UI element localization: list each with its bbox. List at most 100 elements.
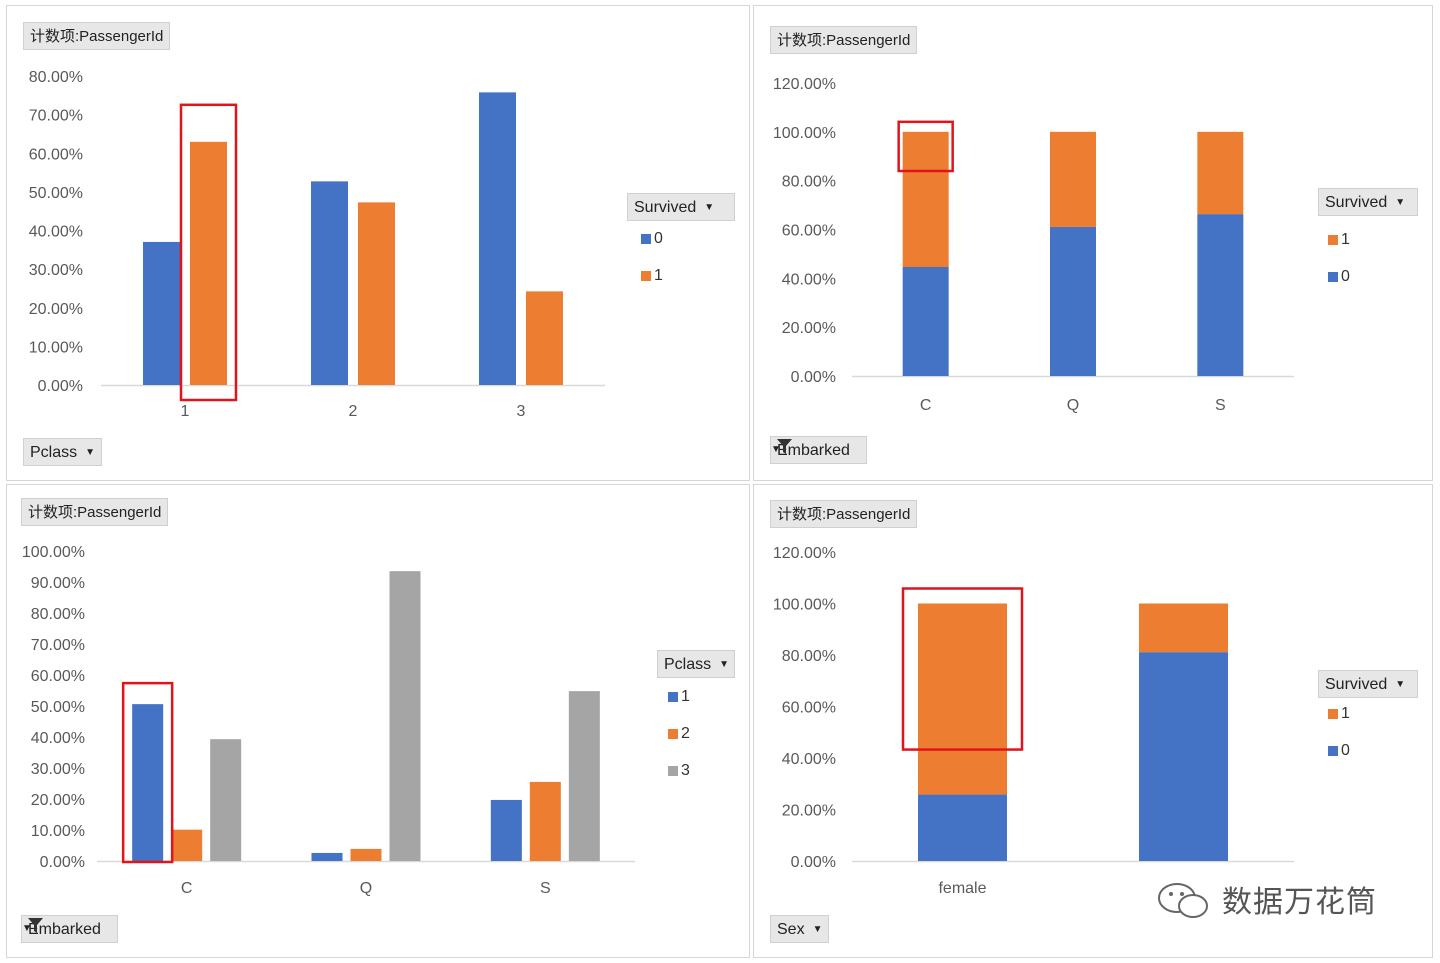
value-field-button[interactable]: 计数项:PassengerId bbox=[770, 26, 918, 54]
bar-C-series-3 bbox=[210, 739, 242, 861]
legend-swatch-icon bbox=[1328, 745, 1338, 756]
bar-C-series-0 bbox=[902, 267, 949, 376]
bar-1-series-1 bbox=[190, 141, 227, 385]
y-tick-label: 50.00% bbox=[29, 185, 83, 202]
legend-swatch-icon bbox=[641, 270, 651, 281]
legend-swatch-icon bbox=[1328, 234, 1338, 245]
bar-C-series-2 bbox=[171, 829, 203, 861]
svg-text:▼: ▼ bbox=[22, 923, 32, 934]
axis-field-label: Embarked bbox=[777, 442, 850, 459]
axis-field-label: Pclass bbox=[30, 444, 78, 462]
y-tick-label: 40.00% bbox=[29, 224, 83, 241]
bar-female-series-0 bbox=[918, 794, 1007, 861]
dropdown-arrow-icon: ▼ bbox=[85, 447, 96, 458]
y-tick-label: 70.00% bbox=[31, 637, 85, 654]
y-tick-label: 30.00% bbox=[31, 761, 85, 778]
x-category-label: 1 bbox=[181, 403, 190, 420]
legend-field-button[interactable]: Pclass ▼ bbox=[657, 650, 735, 678]
bar-S-series-1 bbox=[1197, 131, 1244, 215]
legend-item: 1 bbox=[641, 267, 663, 304]
axis-field-button[interactable]: Pclass ▼ bbox=[23, 438, 103, 466]
legend-field-button[interactable]: Survived ▼ bbox=[1318, 670, 1418, 698]
y-tick-label: 100.00% bbox=[22, 544, 85, 561]
legend-field-label: Survived bbox=[1325, 676, 1388, 694]
legend-item: 1 bbox=[1328, 705, 1350, 742]
legend-swatch-icon bbox=[1328, 708, 1338, 719]
legend-item-label: 3 bbox=[681, 762, 690, 779]
y-tick-label: 90.00% bbox=[31, 575, 85, 592]
axis-field-button[interactable]: Sex ▼ bbox=[770, 915, 830, 943]
legend-item: 0 bbox=[1328, 268, 1350, 305]
legend-item: 1 bbox=[668, 688, 690, 725]
legend-field-button[interactable]: Survived ▼ bbox=[627, 193, 735, 221]
x-category-label: S bbox=[1215, 397, 1226, 414]
bar-S-series-0 bbox=[1197, 214, 1244, 376]
x-category-label: 2 bbox=[349, 403, 358, 420]
chart-plot-area: 0.00% 20.00% 40.00% 60.00% 80.00% 100.00% 120.… bbox=[773, 545, 1294, 897]
bar-Q-series-0 bbox=[1050, 226, 1096, 376]
chart-legend: 1 2 3 bbox=[668, 688, 690, 799]
legend-swatch-icon bbox=[1328, 271, 1338, 282]
bar-female-series-1 bbox=[918, 603, 1007, 795]
legend-item-label: 0 bbox=[1341, 268, 1350, 285]
bar-C-series-1 bbox=[132, 704, 164, 861]
svg-text:▼: ▼ bbox=[771, 444, 781, 455]
y-tick-label: 60.00% bbox=[29, 146, 83, 163]
legend-item: 2 bbox=[668, 725, 690, 762]
legend-field-label: Survived bbox=[634, 199, 697, 217]
bar-S-series-3 bbox=[568, 691, 600, 861]
legend-item: 1 bbox=[1328, 231, 1350, 268]
axis-field-label: Sex bbox=[777, 921, 805, 939]
y-tick-label: 40.00% bbox=[31, 730, 85, 747]
y-tick-label: 20.00% bbox=[29, 301, 83, 318]
value-field-button[interactable]: 计数项:PassengerId bbox=[770, 500, 918, 528]
bar-3-series-0 bbox=[479, 92, 516, 385]
bar-C-series-1 bbox=[902, 131, 949, 268]
y-tick-label: 0.00% bbox=[40, 854, 85, 871]
legend-item-label: 1 bbox=[1341, 705, 1350, 722]
chart-panel-embarked-survival: 计数项:PassengerId 0.00% 20.00% 40.00% 60.00% 8… bbox=[753, 5, 1433, 481]
highlight-box bbox=[897, 120, 954, 173]
legend-item: 3 bbox=[668, 762, 690, 799]
y-tick-label: 20.00% bbox=[782, 320, 836, 337]
chart-legend: 1 0 bbox=[1328, 231, 1350, 305]
legend-item-label: 1 bbox=[1341, 231, 1350, 248]
x-category-label: female bbox=[938, 880, 986, 897]
legend-item: 0 bbox=[641, 230, 663, 267]
bar-S-series-2 bbox=[529, 781, 561, 861]
chart-plot-area: 0.00% 10.00% 20.00% 30.00% 40.00% 50.00% 60.00… bbox=[29, 69, 605, 420]
y-tick-label: 20.00% bbox=[31, 792, 85, 809]
bar-Q-series-2 bbox=[350, 848, 382, 861]
legend-item-label: 0 bbox=[654, 230, 663, 247]
bar-S-series-1 bbox=[490, 799, 522, 861]
dropdown-arrow-icon: ▼ bbox=[1395, 679, 1406, 690]
value-field-button[interactable]: 计数项:PassengerId bbox=[21, 498, 169, 526]
legend-field-button[interactable]: Survived ▼ bbox=[1318, 188, 1418, 216]
bar-Q-series-1 bbox=[311, 852, 343, 861]
legend-item-label: 0 bbox=[1341, 742, 1350, 759]
dropdown-arrow-icon: ▼ bbox=[719, 659, 730, 670]
y-tick-label: 0.00% bbox=[791, 369, 836, 386]
y-tick-label: 120.00% bbox=[773, 545, 836, 562]
y-tick-label: 120.00% bbox=[773, 76, 836, 93]
dropdown-arrow-icon: ▼ bbox=[1395, 197, 1406, 208]
x-category-label: Q bbox=[1067, 397, 1079, 414]
legend-item: 0 bbox=[1328, 742, 1350, 779]
legend-swatch-icon bbox=[668, 691, 678, 702]
bar-3-series-1 bbox=[526, 291, 563, 385]
value-field-button[interactable]: 计数项:PassengerId bbox=[23, 22, 171, 50]
chart-plot-area: 0.00% 10.00% 20.00% 30.00% 40.00% 50.00% 60.00… bbox=[22, 544, 635, 897]
bar--series-1 bbox=[1139, 603, 1228, 653]
y-tick-label: 40.00% bbox=[782, 271, 836, 288]
highlight-box bbox=[901, 587, 1024, 751]
y-tick-label: 40.00% bbox=[782, 751, 836, 768]
axis-field-button[interactable]: Embarked ▼ bbox=[770, 436, 868, 464]
y-tick-label: 60.00% bbox=[31, 668, 85, 685]
legend-swatch-icon bbox=[641, 233, 651, 244]
axis-field-button[interactable]: Embarked ▼ bbox=[21, 915, 119, 943]
x-category-label: Q bbox=[360, 880, 372, 897]
value-field-label: 计数项:PassengerId bbox=[777, 506, 911, 523]
y-tick-label: 80.00% bbox=[782, 174, 836, 191]
chart-legend: 0 1 bbox=[641, 230, 663, 304]
